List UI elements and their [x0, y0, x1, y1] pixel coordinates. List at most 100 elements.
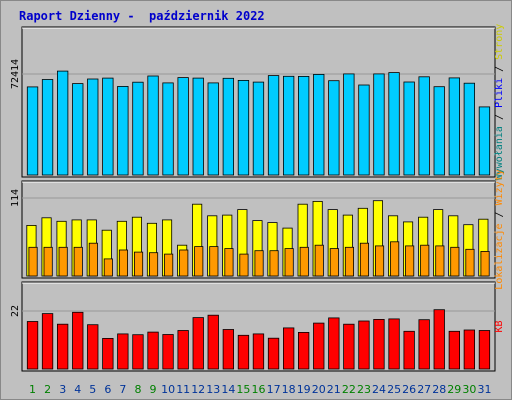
x-tick-label-10: 10: [161, 383, 175, 396]
bar-middle-Lokalizacje-15: [239, 253, 249, 277]
x-tick-label-31: 31: [478, 383, 492, 396]
bar-top-Wywołania-21: [328, 80, 340, 176]
y-tick-label-middle: 114: [10, 189, 21, 207]
bar-top-Wywołania-20: [313, 74, 325, 176]
bar-bottom-KB-27: [418, 319, 430, 370]
bar-bottom-KB-12: [192, 317, 204, 370]
bar-bottom-KB-23: [358, 320, 370, 370]
bar-bottom-KB-2: [41, 313, 54, 370]
legend-part-bottom-0: KB: [494, 320, 505, 332]
x-tick-label-30: 30: [462, 383, 476, 396]
x-tick-label-29: 29: [447, 383, 461, 396]
bar-middle-Lokalizacje-25: [390, 241, 400, 277]
bar-middle-Lokalizacje-30: [465, 248, 475, 277]
x-tick-label-5: 5: [89, 383, 96, 396]
bar-top-Wywołania-5: [87, 78, 99, 176]
bar-bottom-KB-5: [87, 324, 99, 370]
bar-middle-Lokalizacje-14: [224, 248, 234, 277]
legend-part-top-2: Pliki: [494, 78, 505, 108]
bar-bottom-KB-14: [222, 329, 235, 370]
bar-bottom-KB-31: [478, 330, 491, 370]
bar-bottom-KB-11: [177, 330, 189, 370]
bar-middle-Lokalizacje-11: [179, 249, 189, 277]
bar-top-Wywołania-24: [373, 73, 385, 176]
bar-top-Wywołania-9: [147, 75, 159, 176]
bar-top-Wywołania-29: [448, 77, 461, 176]
bar-bottom-KB-28: [433, 309, 445, 370]
bar-middle-Lokalizacje-5: [88, 242, 98, 277]
x-tick-label-2: 2: [44, 383, 51, 396]
bar-top-Wywołania-1: [26, 86, 39, 176]
bar-bottom-KB-16: [252, 333, 265, 370]
bar-top-Wywołania-13: [207, 82, 219, 176]
x-tick-label-8: 8: [135, 383, 142, 396]
y-tick-label-top: 72414: [10, 59, 21, 89]
bar-middle-Lokalizacje-9: [148, 252, 159, 277]
x-tick-label-20: 20: [312, 383, 326, 396]
bar-top-Wywołania-15: [237, 80, 250, 176]
x-tick-label-17: 17: [267, 383, 281, 396]
bar-bottom-KB-18: [282, 327, 295, 370]
x-tick-label-3: 3: [59, 383, 66, 396]
x-tick-label-16: 16: [252, 383, 266, 396]
x-tick-label-13: 13: [206, 383, 220, 396]
x-tick-label-21: 21: [327, 383, 341, 396]
x-tick-label-27: 27: [417, 383, 431, 396]
x-tick-label-25: 25: [387, 383, 401, 396]
x-tick-label-4: 4: [74, 383, 81, 396]
bar-middle-Lokalizacje-17: [269, 250, 279, 277]
legend-part-middle-2: Wizyty: [494, 169, 505, 205]
bar-bottom-KB-30: [463, 329, 476, 370]
bar-middle-Lokalizacje-31: [480, 250, 490, 277]
bar-top-Wywołania-22: [343, 73, 355, 176]
bar-top-Wywołania-12: [192, 77, 204, 176]
x-tick-label-26: 26: [402, 383, 416, 396]
bar-top-Wywołania-18: [282, 75, 295, 176]
bar-bottom-KB-3: [57, 323, 69, 370]
bar-bottom-KB-25: [388, 318, 400, 370]
bar-top-Wywołania-27: [418, 76, 430, 176]
bar-bottom-KB-8: [132, 334, 144, 370]
bar-middle-Lokalizacje-8: [133, 251, 144, 277]
x-tick-label-23: 23: [357, 383, 371, 396]
series-legend-bottom: KB: [494, 320, 505, 332]
legend-part-top-1: /: [494, 108, 505, 126]
bar-top-Wywołania-3: [57, 70, 69, 176]
x-tick-label-7: 7: [119, 383, 126, 396]
bar-top-Wywołania-2: [41, 79, 54, 176]
bar-top-Wywołania-17: [267, 75, 280, 176]
bar-middle-Lokalizacje-27: [420, 244, 430, 277]
x-tick-label-9: 9: [150, 383, 157, 396]
x-tick-label-1: 1: [29, 383, 36, 396]
bar-middle-Lokalizacje-7: [118, 249, 129, 277]
bar-middle-Lokalizacje-24: [374, 245, 385, 277]
bar-bottom-KB-7: [117, 333, 129, 370]
x-tick-label-6: 6: [104, 383, 111, 396]
bar-top-Wywołania-8: [132, 81, 144, 176]
bar-top-Wywołania-31: [478, 106, 491, 176]
series-legend-middle: Lokalizacje / Wizyty: [494, 169, 505, 289]
bar-middle-Lokalizacje-16: [254, 250, 264, 277]
bar-top-Wywołania-14: [222, 77, 235, 176]
bar-bottom-KB-9: [147, 331, 159, 370]
x-tick-label-12: 12: [191, 383, 205, 396]
bar-top-Wywołania-26: [403, 81, 415, 176]
bar-middle-Lokalizacje-3: [58, 246, 68, 277]
bar-middle-Lokalizacje-20: [314, 244, 324, 277]
bar-middle-Lokalizacje-6: [103, 258, 113, 277]
bar-top-Wywołania-10: [162, 82, 174, 176]
bar-middle-Lokalizacje-29: [450, 246, 460, 277]
chart-title: Raport Dzienny - październik 2022: [19, 9, 265, 23]
bar-middle-Lokalizacje-23: [359, 242, 369, 277]
bar-bottom-KB-29: [448, 330, 461, 370]
bar-middle-Lokalizacje-22: [344, 246, 354, 277]
legend-part-middle-1: /: [494, 205, 505, 223]
bar-top-Wywołania-4: [72, 83, 84, 176]
bar-bottom-KB-24: [373, 318, 385, 370]
bar-top-Wywołania-23: [358, 84, 370, 176]
x-tick-label-18: 18: [282, 383, 296, 396]
x-tick-label-24: 24: [372, 383, 386, 396]
x-tick-label-28: 28: [432, 383, 446, 396]
bar-middle-Lokalizacje-2: [43, 246, 53, 277]
